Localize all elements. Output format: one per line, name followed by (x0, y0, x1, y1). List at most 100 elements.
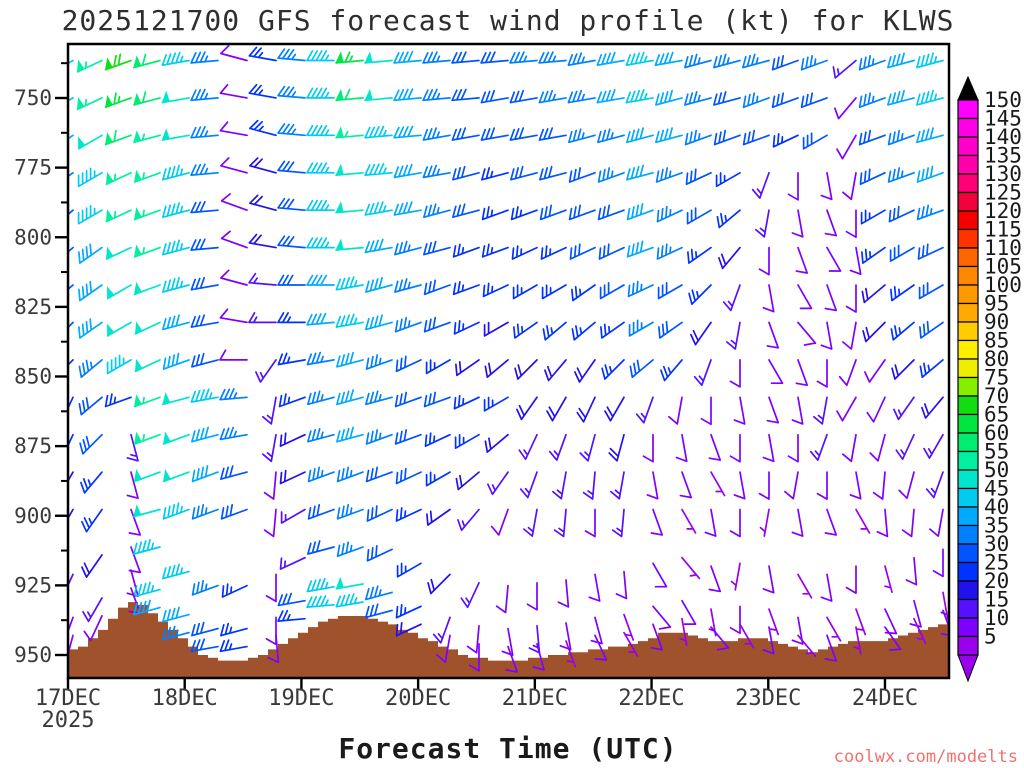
wind-barb (425, 359, 451, 375)
wind-barb (422, 51, 451, 64)
wind-barb (277, 197, 306, 212)
wind-barb (729, 605, 741, 635)
wind-barb (553, 508, 567, 538)
wind-barb (887, 89, 915, 106)
wind-barb (490, 508, 509, 536)
wind-barb (625, 89, 654, 104)
wind-barb (759, 508, 770, 537)
y-tick-label: 750 (14, 86, 52, 110)
wind-barb (626, 127, 654, 144)
wind-barb (68, 284, 74, 291)
wind-barb (77, 204, 103, 225)
wind-barb (220, 230, 248, 249)
wind-barb (306, 124, 335, 137)
wind-barb-flag (335, 238, 344, 251)
colorbar-label: 100 (984, 273, 1022, 297)
wind-barb (336, 466, 364, 483)
wind-barb-flag (335, 163, 344, 176)
wind-barb (684, 53, 712, 69)
colorbar-label: 90 (984, 310, 1009, 334)
wind-barb (68, 134, 74, 140)
wind-barb (162, 314, 190, 331)
wind-barb (457, 508, 480, 532)
wind-barb (423, 240, 451, 256)
wind-barb (656, 205, 683, 223)
wind-barb (635, 396, 654, 424)
wind-barb (729, 433, 741, 463)
wind-barb (684, 129, 712, 146)
wind-barb (133, 581, 161, 598)
colorbar-box (957, 580, 979, 601)
wind-barb (364, 238, 393, 254)
wind-barb (708, 565, 722, 593)
wind-barb (501, 627, 514, 657)
colorbar-label: 145 (984, 107, 1022, 131)
colorbar-box (957, 321, 979, 342)
wind-barb (762, 626, 775, 655)
wind-barb (365, 466, 393, 483)
wind-barb (161, 97, 190, 104)
wind-barb (128, 508, 142, 536)
wind-barb (394, 278, 422, 293)
y-axis: 750 775 800 825 850 875 900 925 950 (14, 62, 68, 667)
colorbar: 1501451401351301251201151101051009590858… (957, 75, 1022, 683)
wind-barb (708, 433, 722, 461)
wind-barb (307, 540, 335, 555)
colorbar-label: 25 (984, 551, 1009, 575)
wind-barb (538, 127, 567, 141)
wind-barb (106, 284, 132, 300)
wind-barb (858, 129, 886, 146)
wind-barb (393, 50, 422, 64)
wind-barb (68, 471, 74, 483)
wind-barb (623, 613, 635, 641)
wind-barb (78, 318, 103, 339)
wind-barb (600, 321, 625, 339)
wind-barb (78, 359, 103, 379)
wind-barb (455, 359, 480, 377)
wind-barb (713, 53, 741, 69)
wind-barb (191, 426, 219, 443)
y-tick-label: 925 (14, 573, 52, 597)
wind-barb (813, 396, 828, 425)
wind-barb (729, 508, 741, 538)
wind-barb (820, 171, 833, 201)
wind-barb (557, 579, 570, 608)
wind-barb (487, 471, 509, 496)
wind-barb (568, 204, 596, 221)
wind-barb (265, 616, 277, 646)
wind-barb (277, 235, 306, 249)
wind-barb (365, 390, 393, 406)
wind-barb (480, 127, 509, 141)
wind-barb (762, 433, 775, 463)
wind-barb (191, 579, 219, 596)
wind-barb (626, 240, 654, 258)
wind-barb (336, 426, 364, 443)
wind-barbs-layer (68, 44, 949, 673)
wind-barb (336, 351, 364, 368)
wind-barb (523, 508, 538, 537)
wind-barb (134, 321, 161, 335)
wind-barb (816, 359, 828, 388)
wind-barb (909, 599, 922, 628)
wind-barb (395, 621, 422, 637)
colorbar-label: 105 (984, 255, 1022, 279)
wind-barb (306, 237, 335, 249)
wind-barb (538, 89, 567, 104)
wind-barb (336, 389, 364, 406)
wind-barb (853, 626, 862, 655)
wind-barb (540, 245, 567, 260)
wind-barb (335, 209, 364, 214)
wind-barb (887, 52, 915, 69)
wind-barb (248, 83, 277, 99)
wind-barb (68, 246, 74, 253)
wind-barb (162, 606, 190, 623)
wind-barb (68, 616, 74, 634)
wind-barb (220, 193, 248, 212)
wind-barb (869, 433, 886, 462)
wind-barb (422, 88, 451, 102)
wind-barb (742, 92, 770, 109)
wind-barb (539, 165, 567, 181)
wind-barb (797, 284, 813, 310)
wind-barb (306, 595, 335, 608)
wind-barb (191, 621, 219, 637)
